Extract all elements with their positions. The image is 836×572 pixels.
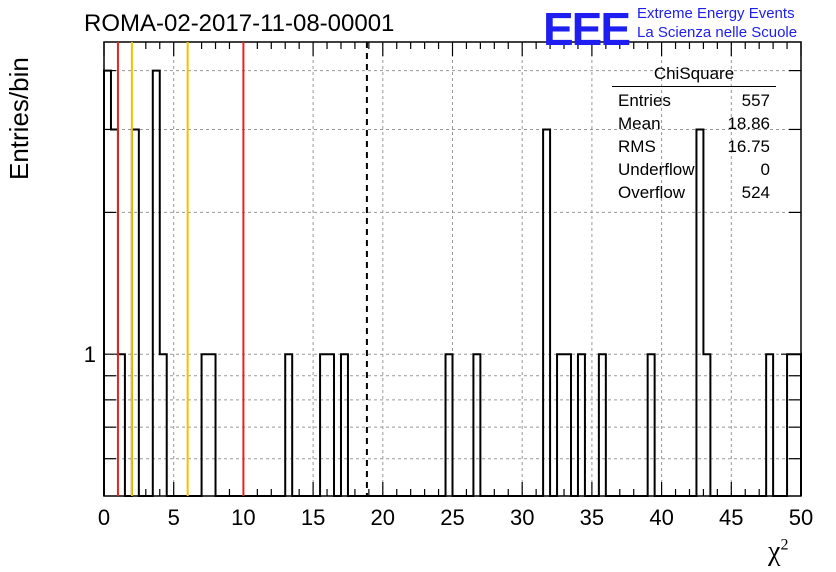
stats-row: Mean 18.86 — [612, 112, 776, 135]
x-tick-labels: 0 5 10 15 20 25 30 35 40 45 50 — [98, 505, 813, 530]
stats-value: 0 — [760, 160, 770, 179]
x-axis-label: χ2 — [768, 536, 788, 568]
stats-row: RMS 16.75 — [612, 135, 776, 158]
x-axis-label-base: χ — [768, 536, 781, 567]
eee-logo: EEE — [543, 3, 631, 55]
x-tick-label: 40 — [649, 505, 673, 530]
stats-box: ChiSquare Entries 557 Mean 18.86 RMS 16.75 … — [612, 64, 776, 204]
vertical-marker-lines — [116, 42, 368, 496]
histogram-bar — [104, 71, 111, 496]
y-tick-label: 1 — [84, 342, 96, 367]
logo-text: Extreme Energy Events La Scienza nelle S… — [637, 4, 797, 42]
stats-label: Overflow — [618, 183, 686, 202]
x-axis-label-superscript: 2 — [780, 536, 789, 554]
stats-value: 18.86 — [727, 114, 770, 133]
stats-label: Underflow — [618, 160, 695, 179]
logo-line-1: Extreme Energy Events — [637, 5, 795, 22]
x-tick-label: 30 — [510, 505, 534, 530]
x-tick-label: 15 — [301, 505, 325, 530]
stats-value: 557 — [741, 91, 770, 110]
histogram-bar — [111, 129, 118, 496]
stats-label: Entries — [618, 91, 671, 110]
histogram-bar — [153, 71, 160, 496]
histogram-bar — [543, 129, 550, 496]
histogram-bars — [103, 69, 802, 497]
stats-label: Mean — [618, 114, 661, 133]
stats-label: RMS — [618, 137, 656, 156]
x-tick-label: 50 — [789, 505, 813, 530]
stats-value: 524 — [741, 183, 770, 202]
x-tick-label: 10 — [231, 505, 255, 530]
stats-row: Entries 557 — [612, 89, 776, 112]
stats-value: 16.75 — [727, 137, 770, 156]
logo-line-2: La Scienza nelle Scuole — [637, 24, 798, 41]
stats-row: Underflow 0 — [612, 158, 776, 181]
y-tick-labels: 1 — [84, 342, 96, 367]
x-tick-label: 25 — [440, 505, 464, 530]
x-tick-label: 20 — [371, 505, 395, 530]
histogram-bar — [132, 129, 139, 496]
y-axis-label: Entries/bin — [4, 57, 34, 180]
stats-row: Overflow 524 — [612, 181, 776, 204]
x-tick-label: 0 — [98, 505, 110, 530]
x-tick-label: 5 — [168, 505, 180, 530]
histogram-outline — [103, 69, 802, 497]
stats-title: ChiSquare — [612, 64, 776, 87]
x-tick-label: 45 — [719, 505, 743, 530]
chart-title: ROMA-02-2017-11-08-00001 — [84, 10, 395, 37]
x-tick-label: 35 — [580, 505, 604, 530]
